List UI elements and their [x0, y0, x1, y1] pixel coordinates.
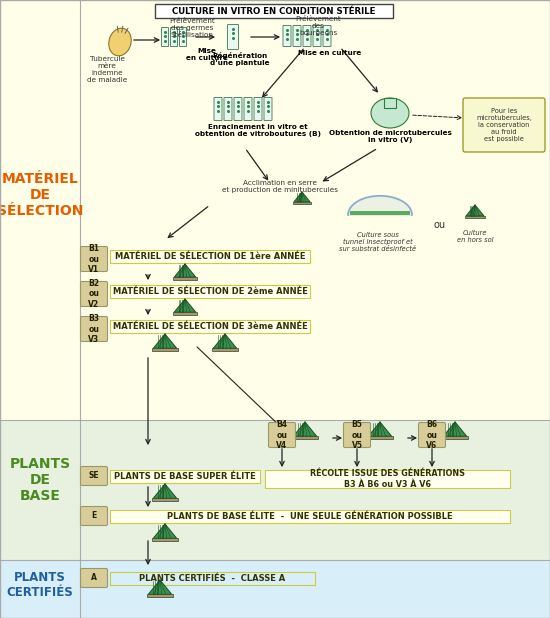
Ellipse shape	[109, 28, 131, 56]
FancyBboxPatch shape	[80, 569, 107, 588]
FancyBboxPatch shape	[170, 27, 178, 46]
Text: A: A	[91, 574, 97, 583]
Text: Culture
en hors sol: Culture en hors sol	[456, 230, 493, 243]
Bar	[212, 349, 238, 351]
FancyBboxPatch shape	[463, 98, 545, 152]
Polygon shape	[368, 422, 392, 436]
FancyBboxPatch shape	[264, 98, 272, 121]
Bar	[152, 538, 178, 541]
Polygon shape	[213, 334, 236, 349]
Polygon shape	[293, 422, 317, 436]
Text: MATÉRIEL
DE
SÉLECTION: MATÉRIEL DE SÉLECTION	[0, 172, 83, 218]
Polygon shape	[466, 205, 484, 216]
Text: Mise
en culture: Mise en culture	[186, 48, 228, 61]
Polygon shape	[153, 334, 177, 349]
Bar	[442, 436, 468, 439]
Bar	[152, 498, 178, 501]
Bar	[350, 211, 410, 215]
Polygon shape	[153, 524, 177, 538]
FancyBboxPatch shape	[214, 98, 222, 121]
Text: E: E	[91, 512, 97, 520]
Text: Acclimation en serre
et production de minitubercules: Acclimation en serre et production de mi…	[222, 180, 338, 193]
FancyBboxPatch shape	[110, 510, 510, 523]
Text: Tubercule
mère
indemne
de maladie: Tubercule mère indemne de maladie	[87, 56, 127, 83]
FancyBboxPatch shape	[283, 25, 291, 46]
Text: SE: SE	[89, 472, 100, 481]
Text: Obtention de microtubercules
in vitro (V): Obtention de microtubercules in vitro (V…	[328, 130, 452, 143]
Text: Culture sous
tunnel insectproof et
sur substrat désinfecté: Culture sous tunnel insectproof et sur s…	[339, 232, 416, 252]
Polygon shape	[174, 299, 196, 312]
FancyBboxPatch shape	[80, 467, 107, 486]
FancyBboxPatch shape	[265, 470, 510, 488]
FancyBboxPatch shape	[313, 25, 321, 46]
FancyBboxPatch shape	[344, 423, 371, 447]
Bar	[367, 436, 393, 439]
Polygon shape	[148, 580, 172, 595]
Bar	[465, 216, 485, 218]
Bar	[173, 312, 197, 315]
Text: PLANTS DE BASE ÉLITE  -  UNE SEULE GÉNÉRATION POSSIBLE: PLANTS DE BASE ÉLITE - UNE SEULE GÉNÉRAT…	[167, 512, 453, 521]
Polygon shape	[294, 192, 310, 202]
Text: B5
ou
V5: B5 ou V5	[351, 420, 362, 450]
Text: MATÉRIEL DE SÉLECTION DE 1ère ANNÉE: MATÉRIEL DE SÉLECTION DE 1ère ANNÉE	[115, 252, 305, 261]
Bar	[173, 277, 197, 279]
FancyBboxPatch shape	[419, 423, 446, 447]
Text: Régénération
d'une plantule: Régénération d'une plantule	[210, 52, 270, 66]
Polygon shape	[153, 484, 177, 498]
Text: Mise en culture: Mise en culture	[298, 50, 362, 56]
Bar	[292, 436, 318, 439]
Bar	[0, 0, 550, 420]
FancyBboxPatch shape	[179, 27, 186, 46]
Text: PLANTS
DE
BASE: PLANTS DE BASE	[9, 457, 70, 503]
FancyBboxPatch shape	[110, 285, 310, 298]
Bar	[0, 420, 550, 560]
FancyBboxPatch shape	[110, 470, 260, 483]
FancyBboxPatch shape	[155, 4, 393, 18]
Bar	[293, 202, 311, 204]
Text: B3
ou
V3: B3 ou V3	[89, 314, 100, 344]
Text: PLANTS DE BASE SUPER ÉLITE: PLANTS DE BASE SUPER ÉLITE	[114, 472, 256, 481]
FancyBboxPatch shape	[224, 98, 232, 121]
FancyBboxPatch shape	[110, 250, 310, 263]
FancyBboxPatch shape	[162, 27, 168, 46]
Text: Enracinement in vitro et
obtention de vitroboutures (B): Enracinement in vitro et obtention de vi…	[195, 124, 321, 137]
FancyBboxPatch shape	[254, 98, 262, 121]
Text: MATÉRIEL DE SÉLECTION DE 3ème ANNÉE: MATÉRIEL DE SÉLECTION DE 3ème ANNÉE	[113, 322, 307, 331]
FancyBboxPatch shape	[80, 507, 107, 525]
FancyBboxPatch shape	[323, 25, 331, 46]
Text: ou: ou	[434, 220, 446, 230]
Text: RÉCOLTE ISSUE DES GÉNÉRATIONS
B3 À B6 ou V3 À V6: RÉCOLTE ISSUE DES GÉNÉRATIONS B3 À B6 ou…	[310, 469, 465, 489]
FancyBboxPatch shape	[80, 316, 107, 342]
FancyBboxPatch shape	[244, 98, 252, 121]
Text: Prélèvement
des germes
Stérilisation: Prélèvement des germes Stérilisation	[169, 18, 215, 38]
Text: MATÉRIEL DE SÉLECTION DE 2ème ANNÉE: MATÉRIEL DE SÉLECTION DE 2ème ANNÉE	[113, 287, 307, 296]
Text: PLANTS CERTIFIÉS  -  CLASSE A: PLANTS CERTIFIÉS - CLASSE A	[139, 574, 285, 583]
FancyBboxPatch shape	[303, 25, 311, 46]
Bar	[0, 560, 550, 618]
Text: Prélèvement
des
bourgeons: Prélèvement des bourgeons	[295, 16, 341, 36]
FancyBboxPatch shape	[268, 423, 295, 447]
Text: Pour les
microtubercules,
la conservation
au froid
est possible: Pour les microtubercules, la conservatio…	[476, 108, 532, 142]
FancyBboxPatch shape	[110, 320, 310, 333]
Text: B2
ou
V2: B2 ou V2	[89, 279, 100, 309]
FancyBboxPatch shape	[234, 98, 242, 121]
Bar	[147, 595, 173, 597]
FancyBboxPatch shape	[293, 25, 301, 46]
FancyBboxPatch shape	[80, 247, 107, 271]
Polygon shape	[174, 264, 196, 277]
Text: B6
ou
V6: B6 ou V6	[426, 420, 438, 450]
Bar	[152, 349, 178, 351]
FancyBboxPatch shape	[80, 282, 107, 307]
Ellipse shape	[371, 98, 409, 128]
Bar	[384, 98, 396, 108]
Text: CULTURE IN VITRO EN CONDITION STÉRILE: CULTURE IN VITRO EN CONDITION STÉRILE	[172, 7, 376, 15]
Polygon shape	[443, 422, 467, 436]
FancyBboxPatch shape	[228, 25, 239, 49]
Text: B4
ou
V4: B4 ou V4	[277, 420, 288, 450]
FancyBboxPatch shape	[110, 572, 315, 585]
Text: PLANTS
CERTIFIÉS: PLANTS CERTIFIÉS	[7, 571, 73, 599]
Text: B1
ou
V1: B1 ou V1	[89, 244, 100, 274]
